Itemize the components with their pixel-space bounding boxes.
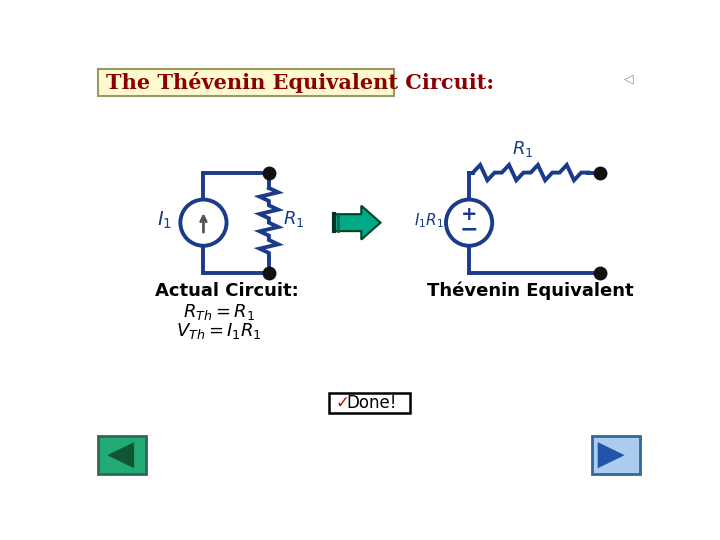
Text: $V_{Th} = I_1 R_1$: $V_{Th} = I_1 R_1$ <box>176 321 262 341</box>
Text: 27: 27 <box>614 450 632 464</box>
Text: +: + <box>461 205 477 225</box>
Polygon shape <box>598 442 625 468</box>
Text: $I_1R_1$: $I_1R_1$ <box>414 211 444 230</box>
Text: The Thévenin Equivalent Circuit:: The Thévenin Equivalent Circuit: <box>106 72 494 93</box>
Text: −: − <box>460 220 478 240</box>
FancyBboxPatch shape <box>98 436 145 475</box>
FancyBboxPatch shape <box>98 70 395 96</box>
Text: Thévenin Equivalent: Thévenin Equivalent <box>428 282 634 300</box>
Text: $R_{Th} = R_1$: $R_{Th} = R_1$ <box>183 302 255 322</box>
Text: $I_1$: $I_1$ <box>158 210 173 231</box>
Polygon shape <box>107 442 134 468</box>
Polygon shape <box>334 206 381 240</box>
FancyBboxPatch shape <box>329 393 410 413</box>
Text: Done!: Done! <box>346 394 396 412</box>
Text: Actual Circuit:: Actual Circuit: <box>155 282 298 300</box>
Text: ◁: ◁ <box>624 72 634 85</box>
Text: $R_1$: $R_1$ <box>513 139 534 159</box>
Circle shape <box>446 200 492 246</box>
FancyBboxPatch shape <box>593 436 640 475</box>
Text: ✓: ✓ <box>335 394 349 412</box>
Circle shape <box>180 200 227 246</box>
Text: $R_1$: $R_1$ <box>283 209 304 229</box>
